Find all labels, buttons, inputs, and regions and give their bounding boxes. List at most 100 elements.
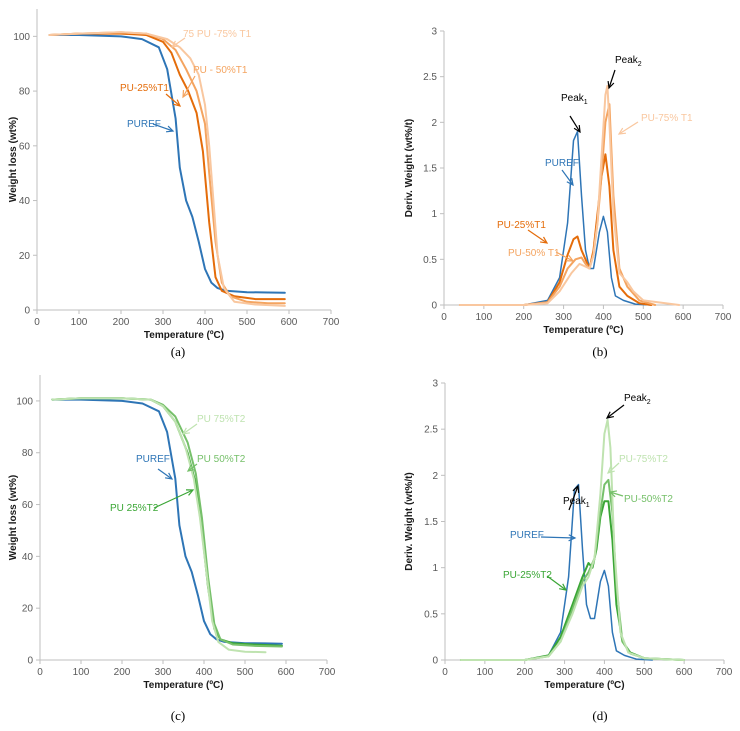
x-tick-label: 500 [237,667,254,678]
annotation-arrow [527,229,548,244]
annotation-arrow [618,121,639,135]
x-tick-label: 400 [596,667,613,678]
x-tick-label: 400 [197,317,214,328]
series-line-pu-25-t1 [458,153,653,306]
x-tick-label: 400 [595,312,612,323]
x-tick-label: 500 [635,312,652,323]
annotation-arrow [165,93,181,107]
y-tick-label: 1 [431,209,437,220]
annotation-arrowhead [165,125,175,133]
y-tick-label: 20 [22,604,34,615]
series-line-pu-75-t1 [458,84,681,306]
x-tick-label: 200 [516,667,533,678]
annotation-arrowhead [568,534,577,542]
x-axis-label: Temperature (ºC) [544,680,624,691]
annotation-label: PU 75%T2 [197,414,246,425]
annotation-arrow [152,123,174,132]
y-tick-label: 1 [432,563,438,574]
x-tick-label: 600 [278,667,295,678]
y-axis-label: Deriv. Weight (wt%/t) [404,472,415,571]
annotation-arrow [561,169,574,186]
annotation-arrow [187,463,198,472]
x-tick-label: 100 [71,317,88,328]
annotation-arrow [609,491,624,497]
y-tick-label: 1.5 [423,164,437,175]
x-tick-label: 300 [155,317,172,328]
series-line-puref [460,483,654,661]
annotation-arrowhead [185,489,195,496]
y-tick-label: 60 [19,141,31,152]
x-tick-label: 100 [476,312,493,323]
panel-b: 0 100 200 300 400 500 600 700 0 0.5 1 1.5 2 2.5 3 Tempe… [404,27,732,360]
annotation-arrowhead [573,124,581,134]
y-tick-label: 0 [432,656,438,667]
x-tick-label: 0 [442,667,448,678]
y-tick-label: 2 [432,471,438,482]
annotation-arrow [606,404,625,419]
annotation-label: Peak2 [624,393,651,406]
x-tick-label: 700 [715,312,732,323]
y-axis-label: Deriv. Weight (wt%/t) [404,119,415,218]
y-tick-label: 40 [19,196,31,207]
x-tick-label: 200 [114,667,131,678]
y-tick-label: 0 [24,306,30,317]
y-tick-label: 100 [16,396,33,407]
y-tick-label: 100 [13,32,30,43]
x-tick-label: 100 [477,667,494,678]
annotation-arrow [182,423,198,435]
annotation-arrow [608,69,616,89]
x-tick-label: 600 [675,312,692,323]
annotation-arrowhead [566,178,574,187]
y-tick-label: 1.5 [424,517,438,528]
annotation-arrowhead [559,583,568,591]
panel-a: 0 100 200 300 400 500 600 700 0 20 40 60 80 100 Temper… [8,9,340,359]
x-tick-label: 600 [281,317,298,328]
x-tick-label: 700 [319,667,336,678]
annotation-subscript: 2 [638,61,642,68]
y-tick-label: 0 [27,656,33,667]
x-tick-label: 100 [73,667,90,678]
x-tick-label: 600 [676,667,693,678]
x-tick-label: 500 [636,667,653,678]
annotation-label: PUREF [545,158,579,169]
y-tick-label: 3 [432,379,438,390]
panel-caption: (b) [592,344,607,359]
panel-caption: (a) [171,344,185,359]
annotation-arrowhead [182,89,190,99]
annotation-arrowhead [173,99,182,107]
annotation-arrow [182,75,196,98]
annotation-arrow [607,462,620,474]
x-tick-label: 0 [34,317,40,328]
annotation-label: PU-75% T1 [641,113,693,124]
annotation-arrow [568,485,579,511]
annotation-label: PU-50% T1 [508,248,560,259]
y-tick-label: 80 [22,448,34,459]
annotation-arrowhead [164,472,174,480]
annotation-arrow [546,575,567,591]
annotation-label: PU-25%T1 [497,220,546,231]
annotation-arrowhead [170,40,180,48]
annotation-label: Peak1 [561,93,588,106]
annotation-arrow [153,489,194,509]
x-tick-label: 200 [515,312,532,323]
annotation-arrow [540,536,576,539]
annotation-arrowhead [181,427,191,435]
annotation-label: PU-25%T1 [120,83,169,94]
annotation-label: 75 PU -75% T1 [183,29,252,40]
annotation-label: PU 50%T2 [197,454,246,465]
annotation-label: PUREF [127,119,161,130]
y-tick-label: 2 [431,118,437,129]
y-tick-label: 0.5 [423,255,437,266]
annotation-label: PU-50%T2 [624,494,673,505]
x-tick-label: 0 [37,667,43,678]
x-axis-label: Temperature (ºC) [143,680,223,691]
x-tick-label: 200 [113,317,130,328]
annotation-subscript: 1 [584,99,588,106]
annotation-arrowhead [572,484,580,494]
annotation-subscript: 2 [647,399,651,406]
annotation-label: PUREF [136,454,170,465]
x-tick-label: 0 [441,312,447,323]
x-tick-label: 700 [716,667,733,678]
annotation-arrowhead [607,80,615,90]
